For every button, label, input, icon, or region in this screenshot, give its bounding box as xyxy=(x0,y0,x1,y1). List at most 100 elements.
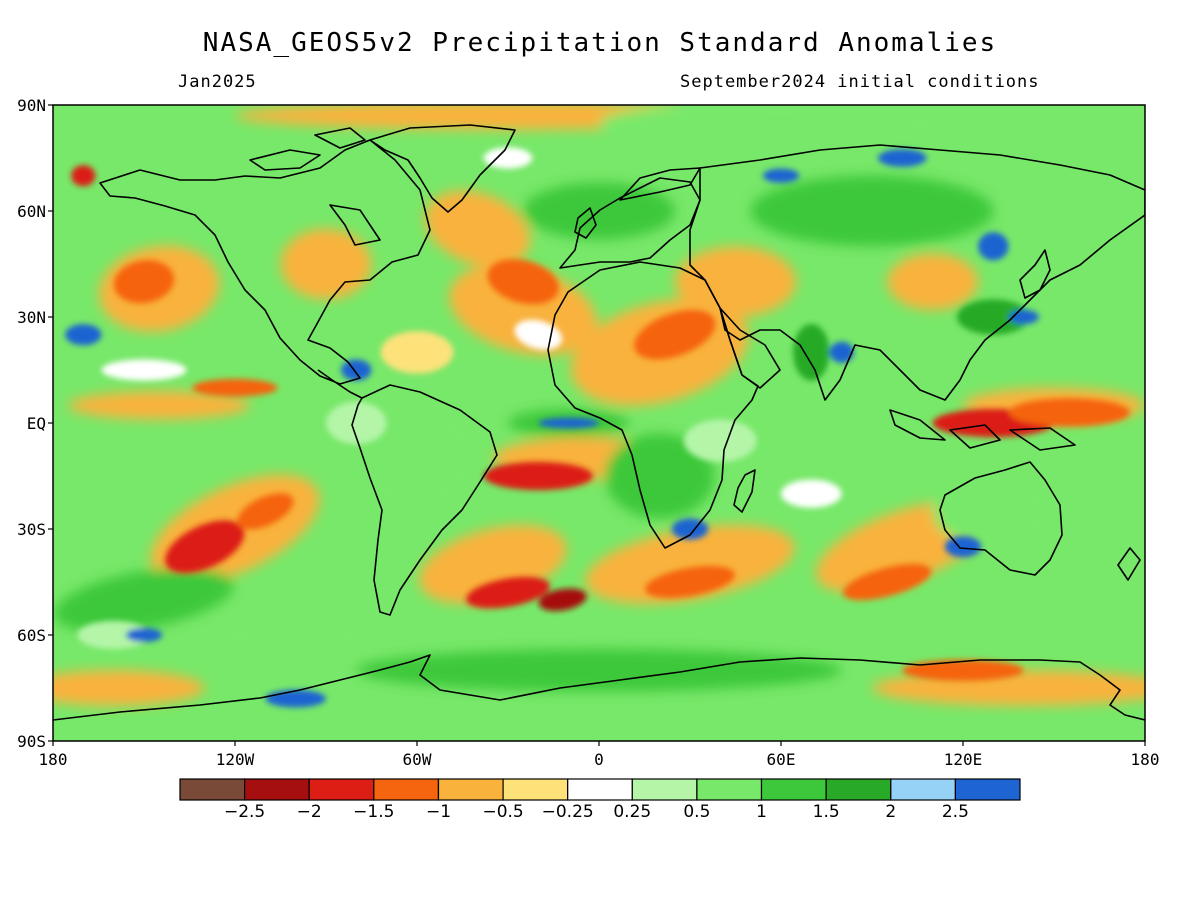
lon-label-120w: 120W xyxy=(215,750,255,769)
anomaly-region xyxy=(487,259,559,305)
anomaly-region xyxy=(192,378,278,397)
anomaly-region xyxy=(762,168,800,183)
arctic-islands-coast xyxy=(249,127,366,171)
colorbar-swatch xyxy=(502,778,569,801)
anomaly-region xyxy=(113,260,175,304)
colorbar-swatch xyxy=(437,778,504,801)
forecast-period: Jan2025 xyxy=(178,72,257,92)
anomaly-region xyxy=(165,520,245,574)
colorbar-swatch xyxy=(760,778,827,801)
anomaly-region xyxy=(538,588,587,611)
anomaly-region xyxy=(101,359,187,381)
colorbar-tick-label: 1.5 xyxy=(812,802,840,822)
indonesia-coast xyxy=(889,409,1076,451)
anomaly-region xyxy=(53,670,205,706)
colorbar-swatch xyxy=(631,778,698,801)
colorbar-tick-label: 2.5 xyxy=(941,802,969,822)
anomaly-region xyxy=(466,576,550,609)
greenland-coast xyxy=(369,124,516,213)
anomaly-region xyxy=(585,524,795,604)
anomaly-region xyxy=(54,567,234,632)
anomaly-region xyxy=(219,613,372,657)
anomaly-region xyxy=(449,264,598,356)
anomaly-region xyxy=(538,417,599,429)
anomaly-region xyxy=(380,331,454,374)
lat-label-30n: 30N xyxy=(17,308,46,327)
anomaly-region xyxy=(645,566,735,598)
anomaly-region xyxy=(887,253,979,310)
new-zealand-coast xyxy=(1117,547,1141,581)
anomaly-region xyxy=(829,341,854,363)
anomaly-region xyxy=(125,627,163,643)
anomaly-region xyxy=(956,299,1030,335)
anomaly-region xyxy=(671,518,709,540)
anomaly-region xyxy=(77,620,151,650)
colorbar-tick-label: −0.5 xyxy=(482,802,524,822)
anomaly-region xyxy=(68,391,251,420)
colorbar-tick-label: −1.5 xyxy=(353,802,395,822)
colorbar-tick-label: 0.5 xyxy=(683,802,711,822)
hudson-bay-coast xyxy=(329,204,381,246)
british-isles-coast xyxy=(574,207,597,239)
lon-label-120e: 120E xyxy=(943,750,983,769)
colorbar-swatch xyxy=(890,778,956,801)
anomaly-region xyxy=(280,228,372,300)
lat-label-30s: 30S xyxy=(17,520,46,539)
anomaly-region xyxy=(65,324,102,346)
europe-coast xyxy=(559,177,701,269)
central-america-coast xyxy=(317,369,363,399)
lon-label-0: 0 xyxy=(594,750,604,769)
anomaly-region xyxy=(356,405,478,512)
anomaly-region xyxy=(781,479,842,508)
colorbar-tick-label: 1 xyxy=(756,802,767,822)
colorbar-swatch xyxy=(308,778,375,801)
lon-label-60w: 60W xyxy=(402,750,432,769)
latitude-ticks xyxy=(48,104,53,742)
anomaly-region xyxy=(902,659,1024,681)
longitude-ticks xyxy=(52,741,1146,746)
lat-label-eq: EQ xyxy=(26,414,46,433)
colorbar xyxy=(179,778,1021,801)
anomaly-region xyxy=(599,105,963,144)
anomaly-region xyxy=(237,493,294,530)
colorbar-swatch xyxy=(954,778,1021,801)
lat-label-60n: 60N xyxy=(17,202,46,221)
anomaly-region xyxy=(843,563,932,601)
lat-label-60s: 60S xyxy=(17,626,46,645)
lon-label-180w: 180 xyxy=(38,750,68,769)
anomaly-region xyxy=(634,310,716,360)
colorbar-tick-label: 0.25 xyxy=(613,802,652,822)
anomaly-region xyxy=(750,175,994,247)
anomaly-region xyxy=(326,401,387,445)
colorbar-swatch xyxy=(373,778,439,801)
colorbar-tick-label: −0.25 xyxy=(541,802,594,822)
anomaly-region xyxy=(71,165,96,187)
colorbar-tick-label: −2 xyxy=(296,802,322,822)
lat-label-90n: 90N xyxy=(17,96,46,115)
colorbar-tick-label: −1 xyxy=(425,802,452,822)
anomaly-region xyxy=(683,419,757,462)
anomaly-region xyxy=(674,246,797,317)
australia-coast xyxy=(939,461,1063,576)
anomaly-region xyxy=(483,147,533,169)
south-america-coast xyxy=(351,384,498,616)
lon-label-180e: 180 xyxy=(1130,750,1160,769)
initial-conditions: September2024 initial conditions xyxy=(680,72,1040,92)
anomaly-region xyxy=(978,232,1009,261)
map-title: NASA_GEOS5v2 Precipitation Standard Anom… xyxy=(202,28,998,58)
anomaly-region xyxy=(341,359,372,381)
coastlines xyxy=(53,124,1145,721)
asia-coast xyxy=(689,144,1145,401)
anomaly-region xyxy=(932,476,1054,547)
arabian-peninsula-coast xyxy=(719,307,781,389)
anomaly-region xyxy=(878,149,927,167)
lon-label-60e: 60E xyxy=(766,750,796,769)
colorbar-swatch xyxy=(244,778,310,801)
lat-label-90s: 90S xyxy=(17,732,46,751)
madagascar-coast xyxy=(733,469,756,513)
anomaly-region xyxy=(483,461,593,491)
colorbar-swatch xyxy=(179,778,246,801)
colorbar-swatch xyxy=(567,778,633,801)
antarctica-coast xyxy=(53,654,1145,721)
